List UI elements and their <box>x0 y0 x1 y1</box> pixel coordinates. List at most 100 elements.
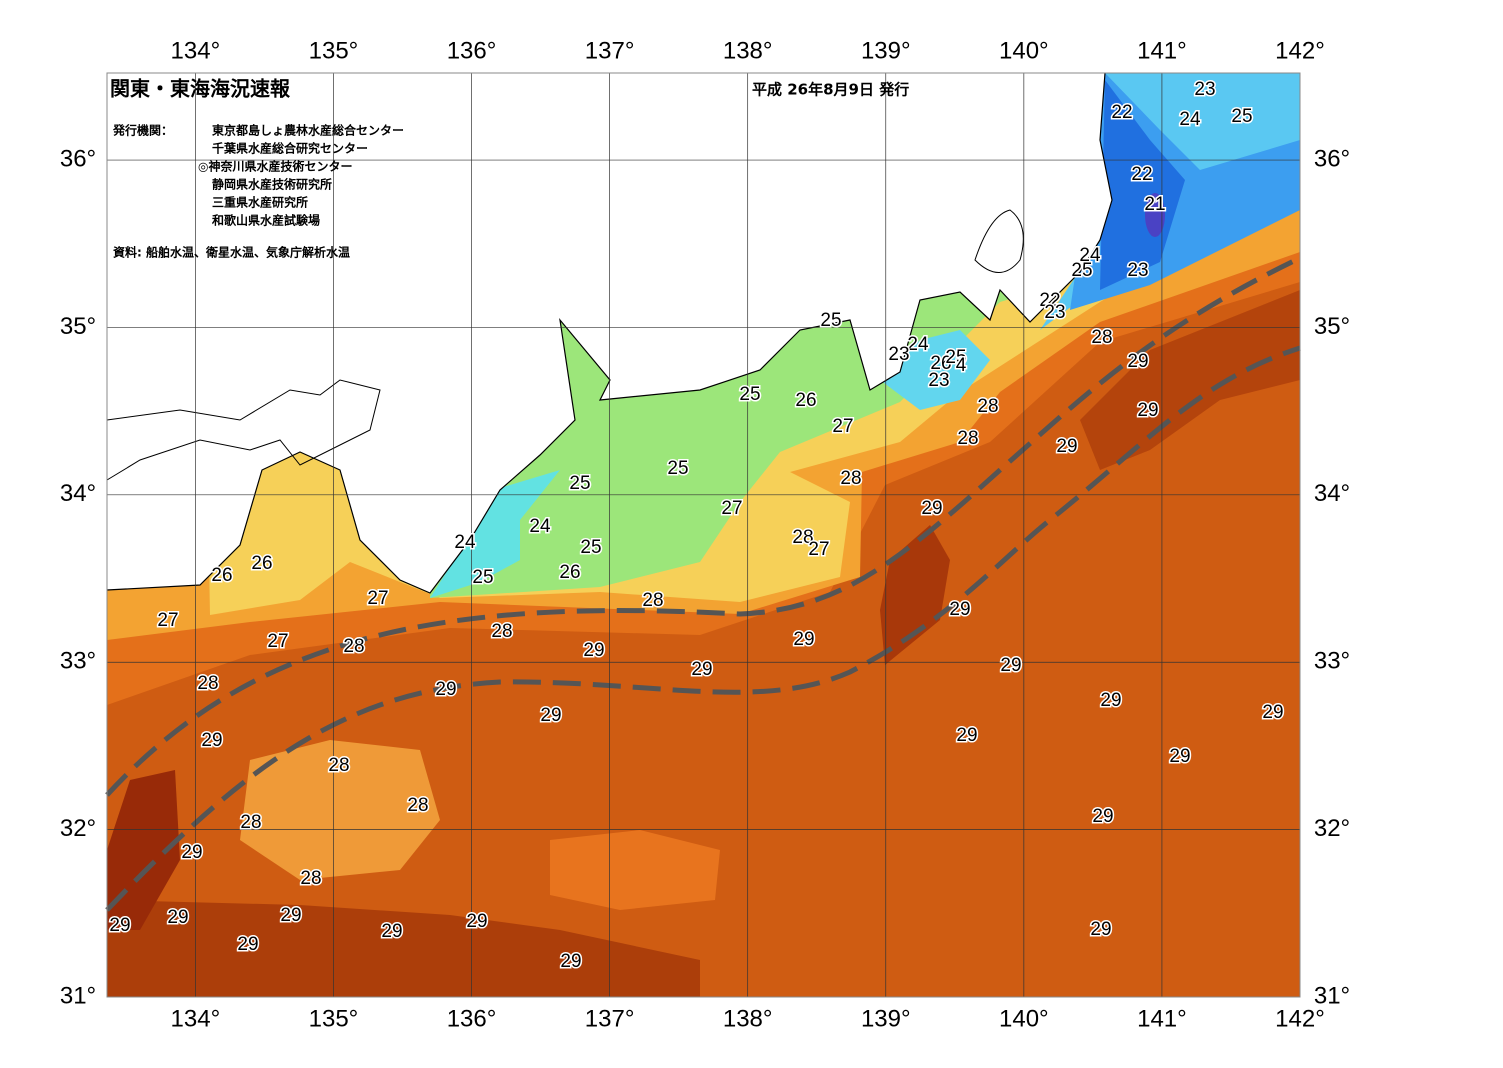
contour-label: 29 <box>793 629 814 650</box>
lat-tick-label: 36° <box>60 145 96 172</box>
coastline <box>106 379 381 481</box>
contour-label: 29 <box>1137 400 1158 421</box>
contour-label: 23 <box>1194 79 1215 100</box>
lon-tick-label: 136° <box>447 37 497 64</box>
contour-label: 24 <box>1179 109 1201 130</box>
lon-tick-label: 135° <box>309 37 359 64</box>
issue-date: 平成 26年8月9日 発行 <box>752 81 909 99</box>
contour-label: 27 <box>367 588 388 609</box>
lat-tick-label: 34° <box>1314 480 1350 507</box>
contour-label: 25 <box>667 458 688 479</box>
contour-label: 29 <box>280 905 301 926</box>
contour-label: 26 <box>559 562 580 583</box>
lat-tick-label: 31° <box>60 982 96 1009</box>
kuroshio-edge <box>105 345 1301 912</box>
contour-label: 28 <box>300 868 321 889</box>
contour-label: 29 <box>109 915 130 936</box>
contour-label: 22 <box>1131 164 1152 185</box>
contour-label: 29 <box>381 921 402 942</box>
lat-tick-label: 32° <box>1314 815 1350 842</box>
contour-label: 28 <box>328 755 349 776</box>
contour-label: 25 <box>739 384 760 405</box>
contour-label: 26 <box>795 390 816 411</box>
lon-tick-label: 138° <box>723 37 773 64</box>
kuroshio-edge <box>105 255 1302 797</box>
contour-label: 27 <box>267 631 288 652</box>
issuer: ◎神奈川県水産技術センター <box>198 159 352 174</box>
contour-label: 28 <box>343 636 364 657</box>
contour-label: 22 <box>1039 290 1060 311</box>
lon-tick-label: 134° <box>171 37 221 64</box>
contour-label: 25 <box>569 473 590 494</box>
lat-tick-label: 32° <box>60 815 96 842</box>
contour-label: 29 <box>1092 806 1113 827</box>
contour-label: 27 <box>157 610 178 631</box>
contour-label: 28 <box>240 812 261 833</box>
contour-label: 23 <box>928 370 949 391</box>
coastline <box>106 72 1113 594</box>
contour-label: 24 <box>454 532 476 553</box>
contour-label: 23 <box>888 344 909 365</box>
contour-label: 29 <box>1090 919 1111 940</box>
contour-label: 29 <box>583 640 604 661</box>
lon-tick-label: 139° <box>861 37 911 64</box>
contour-label: 4 <box>956 355 967 376</box>
contour-label: 22 <box>1111 102 1132 123</box>
lon-tick-label: 137° <box>585 37 635 64</box>
lon-tick-label: 135° <box>309 1005 359 1032</box>
issuer: 東京都島しょ農林水産総合センター <box>212 123 404 138</box>
frame <box>106 72 1301 998</box>
contour-label: 25 <box>472 567 493 588</box>
contour-label: 28 <box>840 468 861 489</box>
sst-fill <box>107 73 1300 997</box>
issuer: 千葉県水産総合研究センター <box>212 141 368 156</box>
lat-tick-label: 31° <box>1314 982 1350 1009</box>
contour-label: 29 <box>1169 746 1190 767</box>
lon-tick-label: 136° <box>447 1005 497 1032</box>
contour-label: 28 <box>642 590 663 611</box>
contour-label: 29 <box>1127 351 1148 372</box>
contour-label: 29 <box>560 951 581 972</box>
lon-tick-label: 141° <box>1137 37 1187 64</box>
lat-tick-label: 35° <box>1314 313 1350 340</box>
lon-tick-label: 139° <box>861 1005 911 1032</box>
title: 関東・東海海況速報 <box>110 77 291 101</box>
contour-label: 26 <box>930 353 951 374</box>
contour-label: 29 <box>1100 690 1121 711</box>
contour-label: 27 <box>721 498 742 519</box>
contour-label: 25 <box>1231 106 1252 127</box>
contour-label: 28 <box>407 795 428 816</box>
lon-tick-label: 142° <box>1275 1005 1325 1032</box>
issuer: 三重県水産研究所 <box>212 195 308 210</box>
contour-label: 29 <box>540 705 561 726</box>
contour-label: 29 <box>237 934 258 955</box>
contour-label: 25 <box>820 310 841 331</box>
contour-label: 29 <box>466 911 487 932</box>
contour-label: 23 <box>1044 302 1065 323</box>
contour-label: 27 <box>808 539 829 560</box>
contour-label: 28 <box>1091 327 1112 348</box>
lon-tick-label: 142° <box>1275 37 1325 64</box>
contour-label: 28 <box>792 527 813 548</box>
contour-label: 29 <box>1000 655 1021 676</box>
contour-label: 24 <box>1079 245 1101 266</box>
contour-label: 23 <box>1127 260 1148 281</box>
lat-tick-label: 34° <box>60 480 96 507</box>
contour-label: 28 <box>197 673 218 694</box>
contour-label: 28 <box>957 428 978 449</box>
contour-label: 29 <box>949 599 970 620</box>
issuer: 静岡県水産技術研究所 <box>212 177 332 192</box>
contour-label: 29 <box>167 907 188 928</box>
contour-label: 26 <box>251 553 272 574</box>
contour-label: 24 <box>907 334 929 355</box>
lat-tick-label: 35° <box>60 313 96 340</box>
lon-tick-label: 137° <box>585 1005 635 1032</box>
lon-tick-label: 134° <box>171 1005 221 1032</box>
lon-tick-label: 140° <box>999 37 1049 64</box>
lon-tick-label: 138° <box>723 1005 773 1032</box>
contour-label: 29 <box>956 725 977 746</box>
contour-label: 29 <box>1056 436 1077 457</box>
